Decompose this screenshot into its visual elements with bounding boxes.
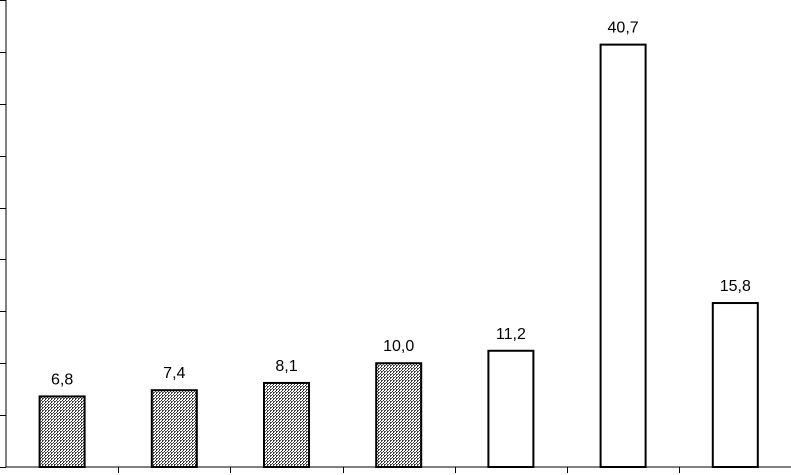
data-label: 8,1 (275, 358, 297, 375)
chart-data-labels: 6,8 7,4 8,1 10,0 11,2 40,7 15,8 (51, 20, 751, 389)
bar (375, 362, 423, 469)
data-label: 11,2 (496, 326, 526, 343)
bar (487, 349, 535, 468)
bar (150, 389, 198, 468)
data-label: 10,0 (383, 338, 414, 355)
bar (599, 43, 647, 468)
data-label: 15,8 (720, 278, 751, 295)
data-label: 7,4 (163, 365, 185, 382)
chart-bars (38, 43, 759, 469)
bar (263, 381, 310, 468)
data-label: 40,7 (608, 20, 639, 37)
data-label: 6,8 (51, 371, 73, 388)
bar (711, 302, 759, 468)
bar (38, 395, 86, 469)
